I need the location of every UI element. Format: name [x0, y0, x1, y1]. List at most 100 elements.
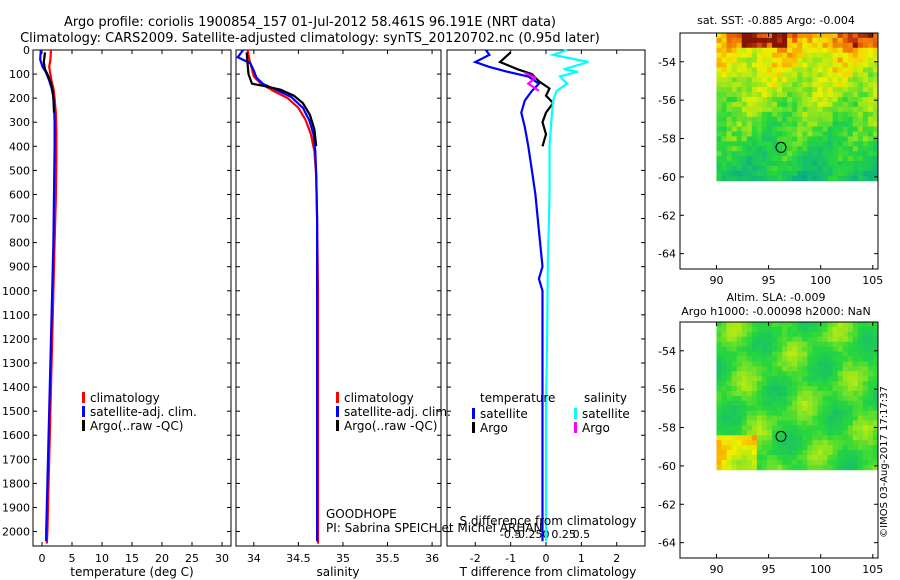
- map-cell: [766, 361, 773, 367]
- map-cell: [837, 390, 844, 397]
- map-cell: [817, 156, 823, 162]
- map-cell: [817, 165, 823, 172]
- map-cell: [862, 62, 869, 68]
- map-cell: [731, 445, 738, 451]
- map-cell: [766, 395, 773, 402]
- map-cell: [721, 141, 728, 147]
- map-cell: [761, 47, 768, 54]
- map-cell: [716, 131, 723, 137]
- depth-tick-label: 2000: [2, 526, 30, 539]
- map-cell: [746, 82, 753, 88]
- map-cell: [766, 37, 773, 44]
- map-cell: [827, 410, 834, 417]
- sst-map-title: sat. SST: -0.885 Argo: -0.004: [697, 14, 855, 27]
- map-cell: [756, 425, 763, 431]
- map-cell: [847, 175, 854, 182]
- map-cell: [741, 322, 748, 328]
- map-cell: [731, 386, 738, 392]
- map-cell: [721, 371, 728, 377]
- map-cell: [832, 126, 839, 132]
- map-cell: [842, 400, 849, 407]
- map-cell: [782, 87, 788, 93]
- map-cell: [857, 87, 864, 93]
- map-cell: [867, 425, 874, 431]
- map-cell: [847, 97, 854, 103]
- map-cell: [872, 425, 879, 431]
- map-cell: [842, 371, 849, 377]
- map-cell: [756, 435, 763, 441]
- map-cell: [802, 346, 808, 353]
- map-cell: [842, 322, 849, 328]
- map-cell: [716, 121, 723, 128]
- map-cell: [817, 331, 823, 338]
- map-cell: [847, 415, 854, 421]
- map-cell: [721, 464, 728, 471]
- series-line-argo-raw-qc-: [245, 52, 318, 147]
- map-cell: [842, 87, 849, 93]
- map-cell: [842, 395, 849, 402]
- map-cell: [731, 161, 738, 167]
- map-cell: [822, 77, 829, 83]
- map-cell: [766, 351, 773, 357]
- map-cell: [867, 415, 874, 421]
- map-cell: [812, 141, 818, 147]
- map-cell: [872, 371, 879, 377]
- map-cell: [777, 161, 783, 167]
- map-cell: [832, 101, 839, 108]
- map-cell: [766, 356, 773, 362]
- map-cell: [716, 141, 723, 147]
- map-cell: [792, 101, 798, 108]
- map-cell: [787, 156, 793, 162]
- map-cell: [807, 420, 813, 426]
- map-cell: [746, 57, 753, 64]
- map-cell: [827, 77, 834, 83]
- map-cell: [837, 151, 844, 157]
- map-cell: [741, 351, 748, 357]
- map-cell: [792, 351, 798, 357]
- map-cell: [817, 464, 823, 471]
- map-cell: [817, 67, 823, 73]
- map-cell: [787, 67, 793, 73]
- map-cell: [716, 445, 723, 451]
- map-cell: [862, 464, 869, 471]
- map-cell: [777, 72, 783, 78]
- map-cell: [822, 141, 829, 147]
- map-cell: [827, 52, 834, 59]
- map-cell: [807, 121, 813, 128]
- map-cell: [802, 33, 808, 39]
- map-cell: [761, 111, 768, 118]
- map-cell: [812, 420, 818, 426]
- map-cell: [867, 400, 874, 407]
- map-cell: [847, 62, 854, 68]
- map-cell: [867, 156, 874, 162]
- map-cell: [822, 336, 829, 343]
- map-cell: [761, 464, 768, 471]
- map-cell: [782, 161, 788, 167]
- map-cell: [797, 450, 803, 456]
- map-cell: [812, 131, 818, 137]
- map-cell: [852, 131, 859, 137]
- map-cell: [797, 400, 803, 407]
- map-cell: [766, 47, 773, 54]
- map-cell: [736, 33, 743, 39]
- map-cell: [797, 425, 803, 431]
- map-cell: [842, 454, 849, 461]
- map-cell: [822, 400, 829, 407]
- map-cell: [736, 346, 743, 353]
- map-cell: [731, 156, 738, 162]
- map-cell: [731, 381, 738, 387]
- map-cell: [741, 395, 748, 402]
- map-cell: [797, 410, 803, 417]
- map-cell: [797, 97, 803, 103]
- map-cell: [837, 346, 844, 353]
- legend-label: satellite-adj. clim.: [90, 405, 197, 419]
- map-cell: [772, 106, 778, 113]
- map-cell: [741, 376, 748, 382]
- map-cell: [802, 400, 808, 407]
- map-cell: [837, 459, 844, 466]
- map-cell: [867, 52, 874, 59]
- map-cell: [867, 141, 874, 147]
- map-cell: [731, 326, 738, 333]
- map-cell: [716, 361, 723, 367]
- map-cell: [867, 62, 874, 68]
